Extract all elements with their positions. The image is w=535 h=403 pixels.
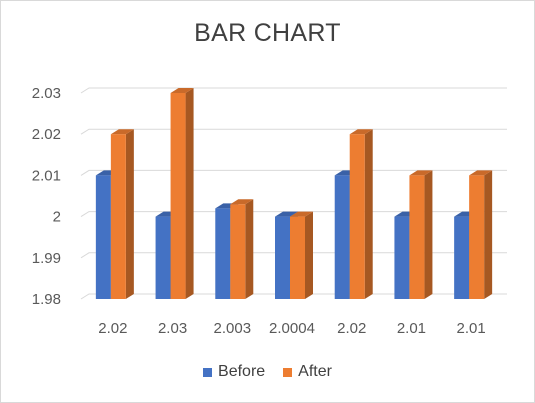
gridline [80,169,507,176]
bar-front [469,175,485,299]
bar-after [349,129,373,299]
legend-label-before: Before [218,363,266,380]
y-tick-label: 1.99 [32,250,61,267]
legend-swatch-before [203,367,213,377]
bar-side [364,129,373,299]
legend-item-before[interactable]: Before [203,363,265,381]
bar-top [170,88,194,93]
bar-front [275,216,290,299]
gridlines [80,87,507,300]
bar-side [484,170,493,299]
bar-front [409,175,425,299]
bar-side [305,211,313,299]
bar-after [170,88,194,299]
legend-swatch-after [283,367,293,377]
bar-front [155,216,171,299]
x-tick-label: 2.02 [98,320,127,337]
y-tick-label: 1.98 [32,291,61,308]
bar-front [215,208,231,299]
bar-front [454,216,470,299]
x-tick-label: 2.0004 [269,320,315,337]
bar-top [230,199,254,205]
bar-after [290,211,313,299]
bar-after [469,170,493,299]
bar-front [110,134,126,299]
bar-top [469,170,493,176]
bar-side [185,88,194,299]
bar-top [290,211,313,217]
bar-side [125,129,134,299]
legend-label-after: After [298,363,332,380]
legend-item-after[interactable]: After [283,363,332,381]
x-tick-label: 2.01 [397,320,426,337]
bar-top [349,129,373,135]
bar-top [275,211,298,217]
y-tick-label: 2 [53,209,61,226]
bar-side [245,199,254,299]
bar-front [170,93,186,299]
x-tick-label: 2.03 [158,320,187,337]
bar-front [394,216,410,299]
bar-front [290,216,305,299]
bar-after [409,170,433,299]
bar-front [95,175,111,299]
bar-front [349,134,365,299]
bar-side [424,170,433,299]
gridline [80,128,507,135]
bar-after [230,199,254,299]
chart-title: BAR CHART [194,19,341,47]
x-tick-label: 2.003 [214,320,252,337]
bar-top [110,129,134,135]
x-tick-label: 2.02 [337,320,366,337]
y-tick-label: 2.01 [32,167,61,184]
bar-top [409,170,433,176]
bar-front [334,175,350,299]
gridline [80,87,507,94]
bars [95,88,493,299]
y-tick-label: 2.03 [32,85,61,102]
y-tick-label: 2.02 [32,126,61,143]
x-axis-labels: 2.02 2.03 2.003 2.0004 2.02 2.01 2.01 [98,320,485,337]
bar-after [110,129,134,299]
bar-front [230,204,246,299]
x-tick-label: 2.01 [457,320,486,337]
y-axis-labels: 1.98 1.99 2 2.01 2.02 2.03 [32,85,61,308]
legend: Before After [1,363,534,381]
